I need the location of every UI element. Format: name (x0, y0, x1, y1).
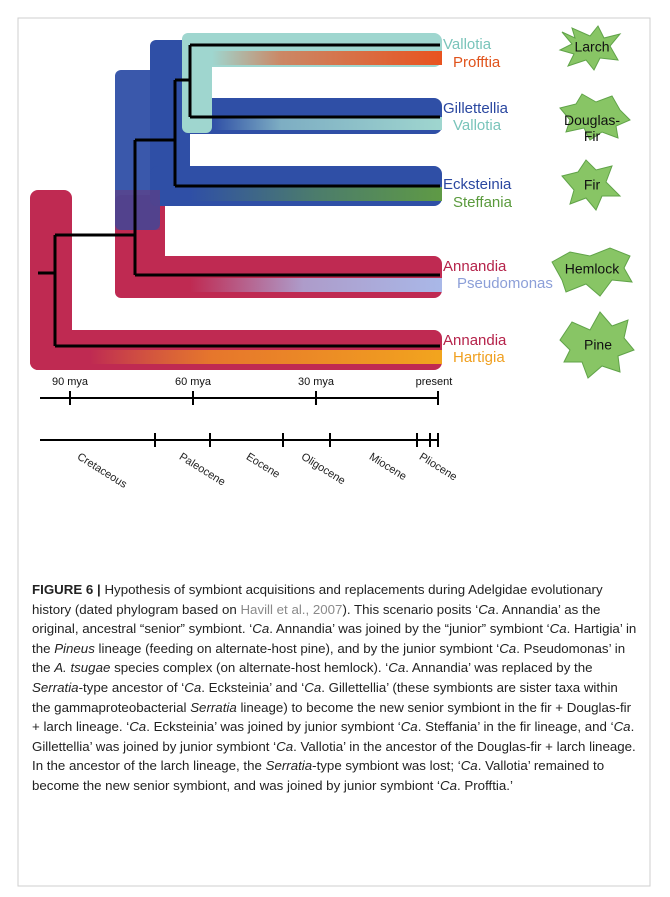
caption-italic: Ca (499, 641, 516, 656)
caption-label: FIGURE 6 | (32, 582, 101, 597)
host-label: Larch (574, 39, 609, 55)
caption-text: species complex (on alternate-host hemlo… (110, 660, 388, 675)
tip-senior: Gillettellia (443, 100, 509, 117)
profftia-band (212, 51, 442, 65)
figure-caption: FIGURE 6 | Hypothesis of symbiont acquis… (32, 580, 638, 796)
caption-text: -type ancestor of ‘ (79, 680, 185, 695)
period-label: Oligocene (299, 451, 347, 487)
page: {"figure": { "tips": [ {"senior": "Vallo… (0, 0, 670, 897)
period-label: Miocene (367, 451, 409, 483)
tip-senior: Ecksteinia (443, 176, 512, 193)
pseudomonas-band (190, 278, 442, 292)
caption-italic: Serratia (266, 758, 313, 773)
caption-italic: Ca (184, 680, 201, 695)
caption-italic: Ca (614, 719, 631, 734)
timeline-axes (40, 391, 438, 447)
caption-italic: Ca (461, 758, 478, 773)
tip-junior: Vallotia (453, 117, 502, 134)
caption-italic: Serratia (32, 680, 79, 695)
caption-text: . Ecksteinia’ was joined by junior symbi… (146, 719, 400, 734)
caption-italic: Ca (252, 621, 269, 636)
caption-text: lineage (feeding on alternate-host pine)… (95, 641, 499, 656)
age-label: 30 mya (298, 376, 335, 388)
period-label: Pliocene (417, 451, 459, 484)
caption-italic: Ca (129, 719, 146, 734)
host-label: Hemlock (565, 261, 620, 277)
hartigia-band (90, 350, 442, 364)
caption-italic: Ca (550, 621, 567, 636)
age-label: present (416, 376, 453, 388)
period-label: Paleocene (177, 451, 227, 489)
host-icons (552, 26, 634, 378)
serratia-bands (115, 40, 442, 230)
age-label: 90 mya (52, 376, 89, 388)
caption-italic: Ca (478, 602, 495, 617)
host-label: Douglas-Fir (562, 112, 622, 144)
caption-italic: Ca (304, 680, 321, 695)
tip-junior: Pseudomonas (457, 275, 553, 292)
caption-text: ). This scenario posits ‘ (342, 602, 478, 617)
caption-text: -type symbiont was lost; ‘ (312, 758, 461, 773)
period-label: Cretaceous (75, 451, 129, 491)
caption-italic: Pineus (54, 641, 95, 656)
tip-senior: Vallotia (443, 36, 492, 53)
citation-link[interactable]: Havill et al., 2007 (240, 602, 342, 617)
caption-italic: Serratia (190, 700, 237, 715)
caption-text: . Profftia.’ (457, 778, 513, 793)
caption-text: . Ecksteinia’ and ‘ (201, 680, 304, 695)
tip-junior: Profftia (453, 54, 501, 71)
tip-senior: Annandia (443, 332, 507, 349)
steffania-band (190, 187, 442, 201)
caption-text: . Annandia’ was joined by the “junior” s… (269, 621, 549, 636)
age-label: 60 mya (175, 376, 212, 388)
body: Vallotia Profftia Gillettellia Vallotia … (0, 0, 670, 897)
host-label: Pine (584, 337, 612, 353)
caption-text: . Annandia’ was replaced by the (405, 660, 592, 675)
transition-band (115, 190, 160, 230)
caption-italic: A. tsugae (54, 660, 110, 675)
caption-italic: Ca (440, 778, 457, 793)
tip-junior: Hartigia (453, 349, 505, 366)
host-label: Fir (584, 177, 601, 193)
caption-text: . Steffania’ in the fir lineage, and ‘ (418, 719, 614, 734)
caption-italic: Ca (388, 660, 405, 675)
figure-panel: Vallotia Profftia Gillettellia Vallotia … (0, 0, 670, 897)
caption-italic: Ca (401, 719, 418, 734)
tip-junior: Steffania (453, 194, 513, 211)
period-label: Eocene (244, 451, 282, 481)
caption-italic: Ca (276, 739, 293, 754)
tip-senior: Annandia (443, 258, 507, 275)
